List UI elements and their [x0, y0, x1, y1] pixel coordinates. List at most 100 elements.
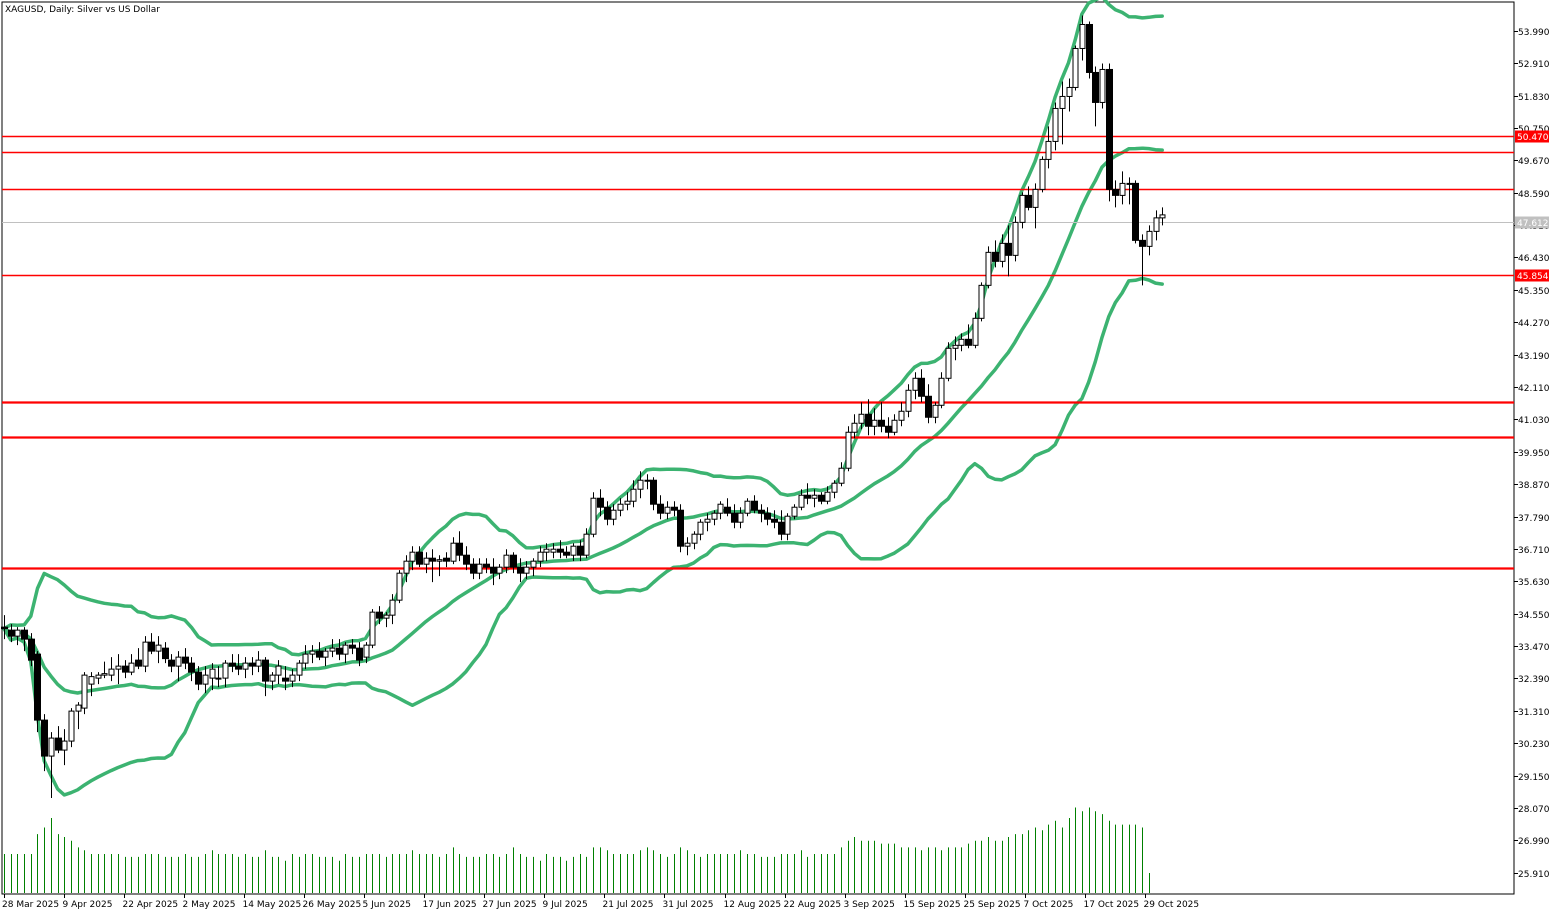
candle[interactable]: [262, 657, 269, 697]
candle[interactable]: [34, 651, 41, 733]
candle[interactable]: [1, 615, 8, 640]
candle[interactable]: [108, 657, 115, 682]
candle[interactable]: [517, 558, 524, 583]
candle[interactable]: [563, 546, 570, 559]
candle[interactable]: [135, 648, 142, 670]
candle[interactable]: [503, 549, 510, 574]
candle[interactable]: [630, 480, 637, 508]
candle[interactable]: [978, 282, 985, 322]
candle[interactable]: [162, 642, 169, 664]
candle[interactable]: [255, 651, 262, 673]
candle[interactable]: [195, 666, 202, 691]
candle[interactable]: [329, 639, 336, 658]
candle[interactable]: [510, 552, 517, 574]
candle[interactable]: [115, 654, 122, 685]
candle[interactable]: [764, 507, 771, 526]
candle[interactable]: [229, 654, 236, 673]
candle[interactable]: [737, 507, 744, 529]
candle[interactable]: [543, 543, 550, 562]
candle[interactable]: [570, 543, 577, 562]
candle[interactable]: [952, 336, 959, 361]
candle[interactable]: [784, 513, 791, 541]
candle[interactable]: [142, 636, 149, 673]
candle[interactable]: [383, 612, 390, 628]
candle[interactable]: [878, 402, 885, 433]
candle[interactable]: [1019, 192, 1026, 229]
candle[interactable]: [309, 645, 316, 664]
candle[interactable]: [1086, 21, 1093, 79]
candle[interactable]: [1012, 216, 1019, 262]
candle[interactable]: [450, 537, 457, 565]
candle[interactable]: [1052, 102, 1059, 151]
candle[interactable]: [342, 642, 349, 664]
candle[interactable]: [925, 384, 932, 424]
candle[interactable]: [858, 402, 865, 430]
candle[interactable]: [985, 246, 992, 289]
candle[interactable]: [1072, 45, 1079, 91]
candle[interactable]: [671, 501, 678, 517]
candle[interactable]: [483, 558, 490, 574]
candle[interactable]: [316, 642, 323, 661]
candle[interactable]: [590, 492, 597, 538]
candle[interactable]: [697, 519, 704, 541]
candle[interactable]: [209, 663, 216, 691]
candle[interactable]: [436, 555, 443, 577]
candle[interactable]: [175, 651, 182, 682]
candle[interactable]: [302, 645, 309, 670]
candle[interactable]: [322, 648, 329, 667]
candle[interactable]: [684, 537, 691, 556]
candle[interactable]: [396, 570, 403, 604]
candle[interactable]: [550, 543, 557, 559]
candle[interactable]: [1146, 225, 1153, 256]
candle[interactable]: [168, 654, 175, 673]
candle[interactable]: [932, 402, 939, 424]
candle[interactable]: [215, 666, 222, 688]
candle[interactable]: [771, 510, 778, 529]
candle[interactable]: [851, 414, 858, 439]
candle[interactable]: [88, 672, 95, 697]
candle[interactable]: [644, 474, 651, 490]
candle[interactable]: [28, 633, 35, 667]
candle[interactable]: [1139, 234, 1146, 286]
candle[interactable]: [409, 546, 416, 571]
candle[interactable]: [75, 702, 82, 730]
candle[interactable]: [657, 495, 664, 520]
candle[interactable]: [296, 660, 303, 682]
candle[interactable]: [95, 672, 102, 685]
candle[interactable]: [811, 489, 818, 508]
candle[interactable]: [275, 660, 282, 685]
candle[interactable]: [61, 729, 68, 766]
candles[interactable]: [1, 15, 1166, 799]
candle[interactable]: [724, 498, 731, 517]
candle[interactable]: [1153, 210, 1160, 241]
candle[interactable]: [824, 486, 831, 505]
candle[interactable]: [664, 501, 671, 520]
candle[interactable]: [583, 528, 590, 559]
candle[interactable]: [423, 552, 430, 574]
candle[interactable]: [55, 726, 62, 754]
candle[interactable]: [282, 666, 289, 691]
candle[interactable]: [992, 240, 999, 268]
candle[interactable]: [148, 633, 155, 655]
candle[interactable]: [938, 372, 945, 409]
candle[interactable]: [68, 708, 75, 748]
candle[interactable]: [791, 504, 798, 520]
candle[interactable]: [891, 414, 898, 436]
candle[interactable]: [972, 312, 979, 349]
candle[interactable]: [1059, 81, 1066, 145]
candle[interactable]: [898, 402, 905, 427]
candle[interactable]: [235, 654, 242, 676]
candle[interactable]: [845, 426, 852, 472]
candle[interactable]: [885, 417, 892, 439]
candle[interactable]: [1039, 156, 1046, 193]
candle[interactable]: [704, 513, 711, 532]
candle[interactable]: [945, 342, 952, 382]
candle[interactable]: [182, 648, 189, 670]
candle[interactable]: [155, 636, 162, 664]
candle[interactable]: [691, 531, 698, 550]
candle[interactable]: [905, 384, 912, 418]
candle[interactable]: [1119, 171, 1126, 205]
candle[interactable]: [1005, 225, 1012, 277]
candle[interactable]: [530, 558, 537, 577]
